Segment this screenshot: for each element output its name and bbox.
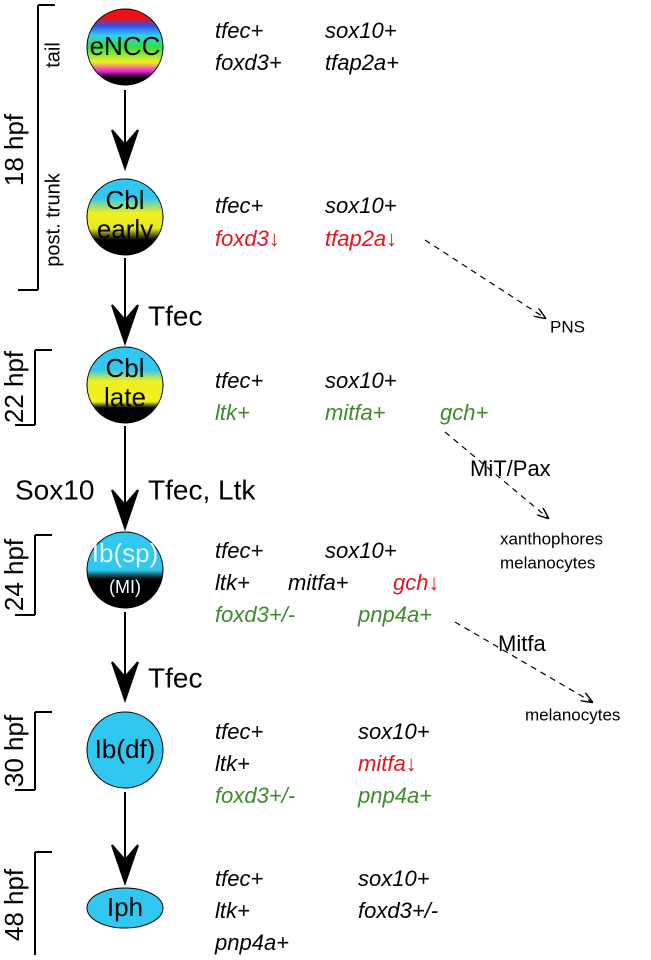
- transition-label: Sox10: [15, 474, 94, 505]
- transition-label: Tfec: [148, 662, 202, 693]
- gene-label: ltk+: [215, 570, 250, 595]
- node-shape: [86, 346, 164, 424]
- time-label: 30 hpf: [0, 714, 29, 787]
- node-label: Ib(df): [95, 734, 156, 764]
- gene-label: foxd3+/-: [358, 898, 438, 923]
- branch-label: Mitfa: [498, 631, 546, 656]
- node-label: Iph: [107, 892, 143, 922]
- gene-label: tfec+: [215, 538, 263, 563]
- branch-target: melanocytes: [500, 553, 595, 572]
- node-shape: [86, 8, 164, 86]
- gene-label: ltk+: [215, 400, 250, 425]
- gene-label: ltk+: [215, 898, 250, 923]
- gene-label: tfec+: [215, 719, 263, 744]
- node-label: Ib(sp): [92, 538, 158, 568]
- gene-label: pnp4a+: [357, 602, 432, 627]
- branch-target: xanthophores: [500, 529, 603, 548]
- gene-label: tfec+: [215, 866, 263, 891]
- node-label: Cbl: [105, 353, 144, 383]
- region-label: post. trunk: [42, 172, 64, 266]
- arrows: [111, 90, 139, 887]
- gene-label: sox10+: [325, 18, 397, 43]
- gene-label: pnp4a+: [357, 783, 432, 808]
- gene-label: sox10+: [325, 368, 397, 393]
- transition-label: Tfec, Ltk: [148, 474, 256, 505]
- gene-label: foxd3+: [215, 50, 282, 75]
- node-label: early: [97, 214, 153, 244]
- gene-label: foxd3+/-: [215, 602, 295, 627]
- time-brackets: [15, 4, 55, 955]
- node-label: (MI): [109, 577, 141, 597]
- gene-label: tfec+: [215, 368, 263, 393]
- gene-label: tfap2a+: [325, 50, 399, 75]
- gene-label: ltk+: [215, 751, 250, 776]
- branch-arrow: [444, 431, 548, 518]
- gene-label: sox10+: [325, 193, 397, 218]
- node-shape: [86, 178, 164, 256]
- node-shape: [86, 531, 164, 609]
- node-shape: [86, 887, 164, 929]
- time-label: 22 hpf: [0, 350, 29, 423]
- node-label: eNCC: [90, 31, 161, 61]
- gene-label: gch+: [440, 400, 488, 425]
- node-label: Cbl: [105, 185, 144, 215]
- gene-label: mitfa+: [288, 570, 349, 595]
- branch-arrow: [454, 621, 592, 702]
- region-label: tail: [42, 42, 64, 68]
- time-label: 48 hpf: [0, 868, 29, 941]
- gene-label: gch↓: [393, 570, 439, 595]
- branch-target: PNS: [550, 317, 585, 336]
- gene-label: pnp4a+: [214, 930, 289, 955]
- gene-label: mitfa+: [325, 400, 386, 425]
- gene-label: foxd3↓: [215, 226, 280, 251]
- node-label: late: [104, 382, 146, 412]
- gene-label: tfec+: [215, 193, 263, 218]
- time-label: 18 hpf: [0, 113, 29, 186]
- branch-target: melanocytes: [525, 705, 620, 724]
- node-shape: [86, 711, 164, 789]
- time-label: 24 hpf: [0, 538, 29, 611]
- transition-label: Tfec: [148, 300, 202, 331]
- gene-label: sox10+: [358, 866, 430, 891]
- gene-label: sox10+: [358, 719, 430, 744]
- gene-label: sox10+: [325, 538, 397, 563]
- gene-label: tfec+: [215, 18, 263, 43]
- gene-label: foxd3+/-: [215, 783, 295, 808]
- branch-label: MiT/Pax: [470, 456, 551, 481]
- gene-label: mitfa↓: [358, 751, 417, 776]
- branch-arrow: [424, 239, 545, 318]
- gene-label: tfap2a↓: [325, 226, 397, 251]
